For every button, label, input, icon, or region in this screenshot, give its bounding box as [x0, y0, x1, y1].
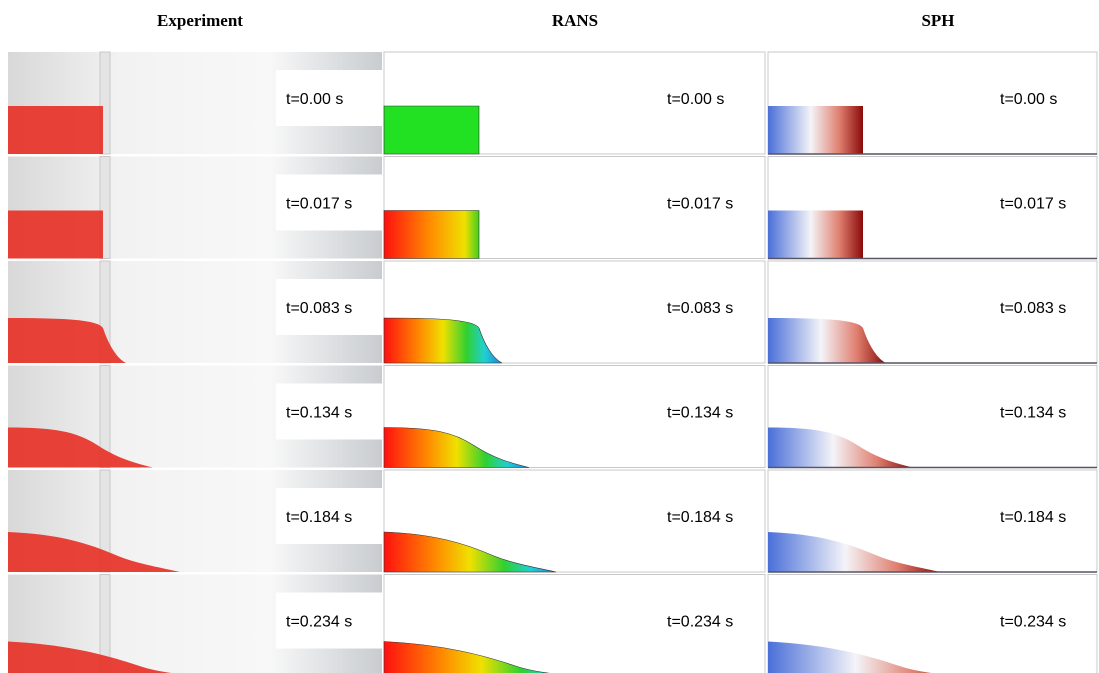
- panel: t=0.134 s: [768, 366, 1097, 468]
- water: [8, 211, 103, 259]
- panel: t=0.234 s: [768, 575, 1097, 673]
- time-label: t=0.00 s: [667, 91, 724, 108]
- panel: t=0.017 s: [768, 157, 1097, 259]
- figure: Experiment RANS SPH t=0.00 s t=0.00 s t=0.…: [0, 0, 1099, 673]
- fluid: [768, 211, 863, 259]
- time-label: t=0.234 s: [1000, 614, 1066, 631]
- time-label: t=0.083 s: [1000, 300, 1066, 317]
- fluid: [384, 106, 479, 154]
- time-label: t=0.017 s: [1000, 196, 1066, 213]
- time-label: t=0.00 s: [286, 91, 343, 108]
- column-header: SPH: [921, 11, 954, 30]
- panel: t=0.083 s: [768, 261, 1097, 363]
- column-header: Experiment: [157, 11, 243, 30]
- page: {"columns": ["Experiment", "RANS", "SPH"…: [0, 0, 1099, 673]
- time-label: t=0.083 s: [667, 300, 733, 317]
- panel: t=0.234 s: [8, 575, 382, 673]
- panel: t=0.134 s: [384, 366, 765, 468]
- time-label: t=0.00 s: [1000, 91, 1057, 108]
- panel: t=0.184 s: [768, 470, 1097, 572]
- time-label: t=0.083 s: [286, 300, 352, 317]
- panel: t=0.134 s: [8, 366, 382, 468]
- panel: t=0.083 s: [8, 261, 382, 363]
- panel: t=0.234 s: [384, 575, 765, 673]
- time-label: t=0.134 s: [286, 405, 352, 422]
- panel: t=0.00 s: [8, 52, 382, 154]
- panel: t=0.017 s: [8, 157, 382, 259]
- panel: t=0.083 s: [384, 261, 765, 363]
- panel: t=0.00 s: [768, 52, 1097, 154]
- time-label: t=0.234 s: [286, 614, 352, 631]
- panel: t=0.184 s: [8, 470, 382, 572]
- time-label: t=0.017 s: [286, 196, 352, 213]
- time-label: t=0.134 s: [1000, 405, 1066, 422]
- time-label: t=0.234 s: [667, 614, 733, 631]
- time-label: t=0.184 s: [286, 509, 352, 526]
- water: [8, 106, 103, 154]
- time-label: t=0.134 s: [667, 405, 733, 422]
- column-header: RANS: [552, 11, 598, 30]
- panel: t=0.017 s: [384, 157, 765, 259]
- panel: t=0.184 s: [384, 470, 765, 572]
- time-label: t=0.184 s: [667, 509, 733, 526]
- fluid: [768, 106, 863, 154]
- time-label: t=0.184 s: [1000, 509, 1066, 526]
- fluid: [384, 211, 479, 259]
- time-label: t=0.017 s: [667, 196, 733, 213]
- panel: t=0.00 s: [384, 52, 765, 154]
